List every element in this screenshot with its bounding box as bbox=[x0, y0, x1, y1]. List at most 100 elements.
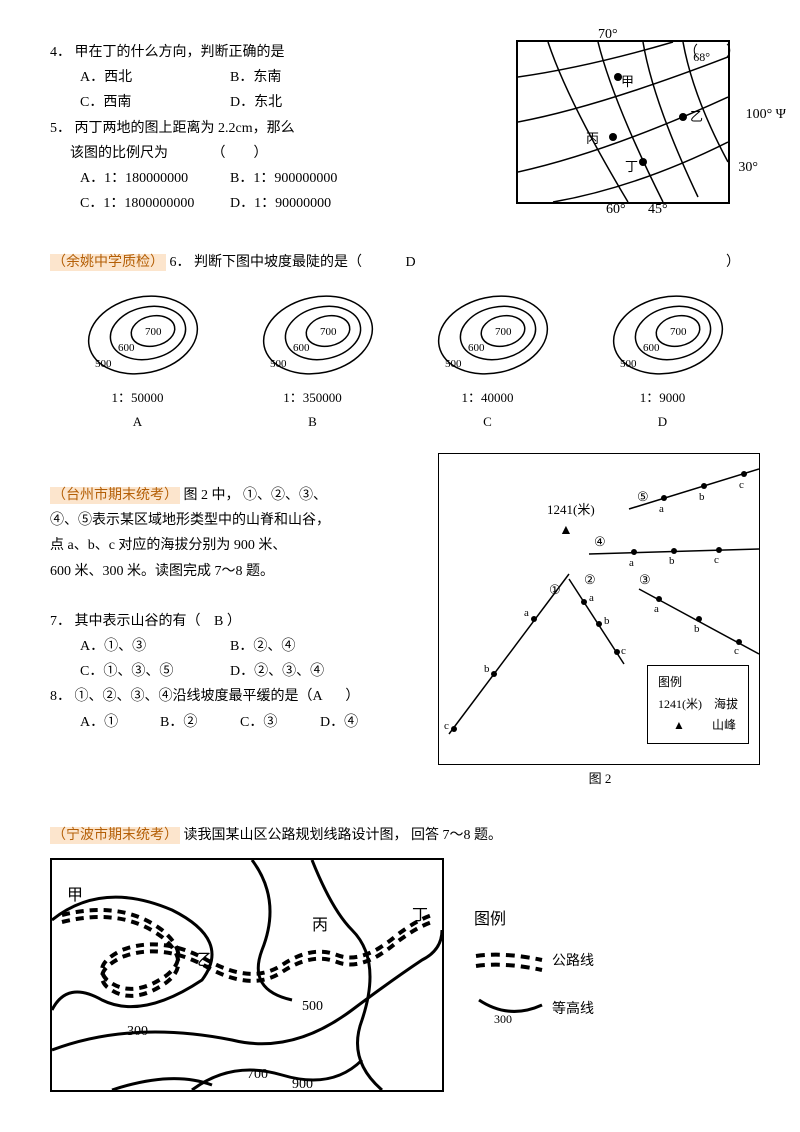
svg-text:700: 700 bbox=[670, 326, 687, 338]
grid-ding: 丁 bbox=[625, 155, 638, 178]
legend-l2b: 山峰 bbox=[712, 718, 736, 732]
q7-ans: B bbox=[214, 614, 223, 629]
svg-text:④: ④ bbox=[594, 534, 606, 549]
q5-a: A．1：180000000 bbox=[80, 166, 230, 191]
letter-d: D bbox=[598, 410, 728, 433]
q7-b: B．②、④ bbox=[230, 634, 380, 659]
grid-jia: 甲 bbox=[621, 70, 634, 93]
legend-title: 图例 bbox=[658, 672, 738, 694]
scale-c: 1：40000 bbox=[423, 386, 553, 409]
q78-i3: 点 a、b、c 对应的海拔分别为 900 米、 bbox=[50, 538, 286, 553]
grid-30: 30° bbox=[738, 155, 758, 180]
q6-ans: D bbox=[406, 255, 416, 270]
svg-text:⑤: ⑤ bbox=[637, 489, 649, 504]
nb-tag: （宁波市期末统考） bbox=[50, 827, 180, 844]
ningbo-section: （宁波市期末统考） 读我国某山区公路规划线路设计图， 回答 7～8 题。 甲乙 … bbox=[50, 823, 750, 1092]
grid-tr: 68° bbox=[693, 47, 710, 69]
svg-text:c: c bbox=[734, 645, 739, 657]
question-6: （余姚中学质检） 6． 判断下图中坡度最陡的是（ D ） bbox=[50, 250, 750, 275]
svg-text:a: a bbox=[654, 603, 659, 615]
map-legend: 图例 公路线 300 等高线 bbox=[474, 906, 594, 1045]
svg-text:丁: 丁 bbox=[412, 907, 428, 924]
q5-d: D．1：90000000 bbox=[230, 191, 380, 216]
q6-tail: ） bbox=[726, 250, 740, 275]
q4-num: 4． bbox=[50, 45, 71, 60]
svg-text:c: c bbox=[621, 645, 626, 657]
svg-text:c: c bbox=[714, 554, 719, 566]
letter-a: A bbox=[73, 410, 203, 433]
q5-c: C．1：1800000000 bbox=[80, 191, 230, 216]
legend-l1b: 海拔 bbox=[714, 697, 738, 711]
scale-b: 1：350000 bbox=[248, 386, 378, 409]
svg-text:a: a bbox=[629, 557, 634, 569]
svg-text:甲: 甲 bbox=[67, 887, 83, 904]
svg-text:b: b bbox=[669, 555, 675, 567]
ridge-legend: 图例 1241(米) 海拔 ▲ 山峰 bbox=[647, 665, 749, 744]
svg-text:300: 300 bbox=[127, 1024, 148, 1039]
ml-road: 公路线 bbox=[552, 949, 594, 974]
q5-num: 5． bbox=[50, 121, 71, 136]
svg-text:900: 900 bbox=[292, 1077, 313, 1090]
q8-tail: ） bbox=[345, 689, 359, 704]
q8-b: B．② bbox=[160, 710, 240, 735]
nb-text: 读我国某山区公路规划线路设计图， 回答 7～8 题。 bbox=[184, 828, 503, 843]
contour-c: 700 600 500 1：40000 C bbox=[423, 295, 553, 433]
grid-60: 60° bbox=[606, 197, 626, 222]
svg-text:700: 700 bbox=[145, 326, 162, 338]
svg-text:c: c bbox=[739, 479, 744, 491]
q6-text: 判断下图中坡度最陡的是（ bbox=[194, 255, 362, 270]
q5-line2: 该图的比例尺为 bbox=[50, 146, 168, 161]
scale-a: 1：50000 bbox=[73, 386, 203, 409]
svg-text:乙: 乙 bbox=[197, 952, 213, 969]
svg-text:300: 300 bbox=[494, 1012, 512, 1025]
svg-text:c: c bbox=[444, 720, 449, 732]
q8-c: C．③ bbox=[240, 710, 320, 735]
q4-c: C．西南 bbox=[80, 90, 230, 115]
letter-c: C bbox=[423, 410, 553, 433]
svg-text:b: b bbox=[699, 491, 705, 503]
svg-text:600: 600 bbox=[118, 342, 135, 354]
svg-text:1241(米): 1241(米) bbox=[547, 502, 595, 517]
svg-text:a: a bbox=[589, 592, 594, 604]
svg-text:b: b bbox=[604, 615, 610, 627]
svg-text:②: ② bbox=[584, 572, 596, 587]
q7-text: 其中表示山谷的有（ bbox=[75, 614, 201, 629]
ridge-caption: 图 2 bbox=[440, 767, 760, 790]
road-map: 甲乙 丙丁 300500 700900 bbox=[50, 858, 444, 1092]
q8-num: 8． bbox=[50, 689, 71, 704]
scale-d: 1：9000 bbox=[598, 386, 728, 409]
svg-text:600: 600 bbox=[293, 342, 310, 354]
svg-text:▲: ▲ bbox=[559, 523, 573, 538]
svg-text:500: 500 bbox=[302, 999, 323, 1014]
grid-yi: 乙 bbox=[690, 105, 703, 128]
q5-b: B．1：900000000 bbox=[230, 166, 380, 191]
svg-text:丙: 丙 bbox=[312, 917, 328, 934]
contour-b: 700600500 1：350000 B bbox=[248, 295, 378, 433]
svg-text:①: ① bbox=[549, 582, 561, 597]
ridge-figure: 1241(米)▲ ①② ③④ ⑤ abc abc abc abc abc 图例 … bbox=[438, 453, 760, 765]
svg-text:③: ③ bbox=[639, 572, 651, 587]
q8-text: ①、②、③、④沿线坡度最平缓的是（A bbox=[75, 689, 322, 704]
grid-figure: 70° 68° 甲 乙 丙 丁 100° Ψ 30° 60° 45° bbox=[516, 40, 730, 204]
q4-d: D．东北 bbox=[230, 90, 380, 115]
grid-45: 45° bbox=[648, 197, 668, 222]
q8-d: D．④ bbox=[320, 710, 400, 735]
svg-text:700: 700 bbox=[495, 326, 512, 338]
q4-text: 甲在丁的什么方向，判断正确的是 bbox=[75, 45, 285, 60]
ml-title: 图例 bbox=[474, 906, 594, 935]
contour-row: 700 600 500 1：50000 A 700 600 500 1：350000 B… bbox=[50, 295, 750, 433]
svg-text:b: b bbox=[484, 663, 490, 675]
grid-right: 100° Ψ bbox=[746, 102, 786, 127]
svg-text:600: 600 bbox=[468, 342, 485, 354]
q7-a: A．①、③ bbox=[80, 634, 230, 659]
svg-text:700: 700 bbox=[320, 326, 337, 338]
svg-text:a: a bbox=[524, 607, 529, 619]
question-4: 4． 甲在丁的什么方向，判断正确的是 （ ） A．西北B．东南 C．西南D．东北… bbox=[50, 40, 750, 240]
section-7-8: （台州市期末统考） 图 2 中， ①、②、③、 ④、⑤表示某区域地形类型中的山脊… bbox=[50, 483, 750, 803]
grid-bing: 丙 bbox=[586, 127, 599, 150]
letter-b: B bbox=[248, 410, 378, 433]
svg-text:500: 500 bbox=[445, 358, 462, 370]
q7-num: 7． bbox=[50, 614, 71, 629]
contour-a: 700 600 500 1：50000 A bbox=[73, 295, 203, 433]
svg-text:500: 500 bbox=[95, 358, 112, 370]
